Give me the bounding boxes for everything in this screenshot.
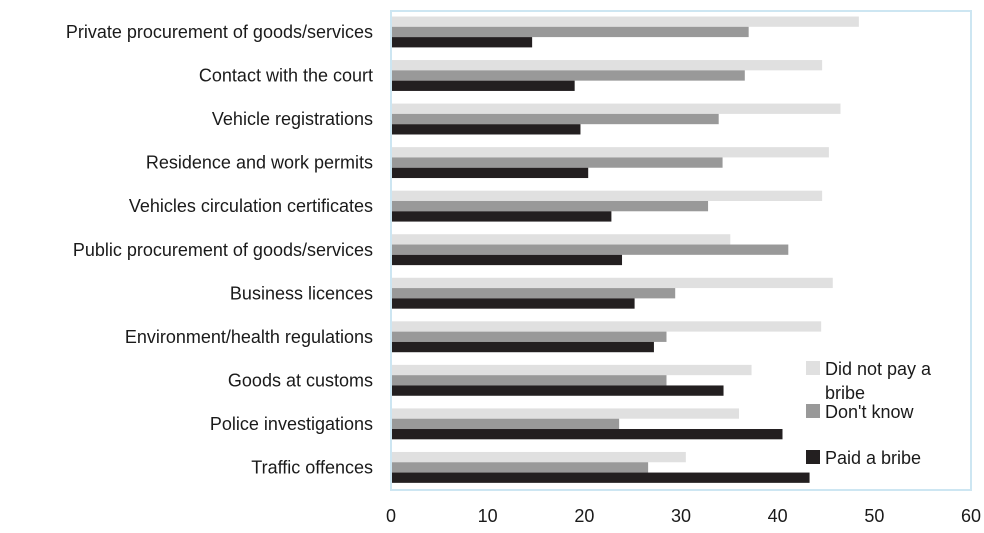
bar-don-t-know-public-procurement-of-goods-services [392,244,789,255]
legend-label: Paid a bribe [825,448,921,468]
bar-don-t-know-private-procurement-of-goods-services [392,26,749,38]
bar-did-not-pay-a-bribe-police-investigations [392,408,739,419]
bar-don-t-know-residence-and-work-permits [392,157,723,168]
category-label-contact-with-the-court: Contact with the court [199,66,373,86]
bar-paid-a-bribe-traffic-offences [392,472,810,483]
bar-did-not-pay-a-bribe-contact-with-the-court [392,60,823,71]
legend-swatch-did-not-pay-a-bribe [806,361,820,375]
category-label-public-procurement-of-goods-services: Public procurement of goods/services [73,240,373,260]
bar-paid-a-bribe-private-procurement-of-goods-services [392,37,533,48]
bar-paid-a-bribe-business-licences [392,298,635,309]
bars [392,16,859,483]
bar-paid-a-bribe-environment-health-regulations [392,341,654,353]
bar-don-t-know-contact-with-the-court [392,70,745,81]
bar-paid-a-bribe-goods-at-customs [392,385,724,396]
bar-paid-a-bribe-public-procurement-of-goods-services [392,254,623,266]
bar-did-not-pay-a-bribe-traffic-offences [392,451,686,463]
bar-don-t-know-environment-health-regulations [392,331,667,342]
x-tick-label-60: 60 [961,506,981,526]
x-tick-label-20: 20 [574,506,594,526]
bar-did-not-pay-a-bribe-vehicle-registrations [392,103,841,114]
x-tick-label-0: 0 [386,506,396,526]
legend-label: Don't know [825,402,914,422]
bar-did-not-pay-a-bribe-goods-at-customs [392,364,752,376]
bar-don-t-know-business-licences [392,288,676,299]
category-label-business-licences: Business licences [230,283,373,303]
bar-paid-a-bribe-contact-with-the-court [392,80,575,91]
x-tick-label-30: 30 [671,506,691,526]
bar-don-t-know-vehicle-registrations [392,113,719,125]
bar-don-t-know-goods-at-customs [392,375,667,386]
bar-did-not-pay-a-bribe-vehicles-circulation-certificates [392,190,823,201]
category-label-traffic-offences: Traffic offences [251,457,373,477]
bar-did-not-pay-a-bribe-environment-health-regulations [392,321,822,332]
category-label-vehicles-circulation-certificates: Vehicles circulation certificates [129,196,373,216]
bar-paid-a-bribe-residence-and-work-permits [392,167,589,179]
category-label-goods-at-customs: Goods at customs [228,370,373,390]
bar-paid-a-bribe-police-investigations [392,429,783,440]
bar-did-not-pay-a-bribe-business-licences [392,277,833,289]
category-labels: Private procurement of goods/services Con… [66,22,373,477]
x-axis-tick-labels: 0 10 20 30 40 50 60 [386,506,981,526]
legend-label: Did not pay a [825,359,932,379]
x-tick-label-40: 40 [768,506,788,526]
plot-area-frame [390,10,972,491]
category-label-private-procurement-of-goods-services: Private procurement of goods/services [66,22,373,42]
category-label-police-investigations: Police investigations [210,414,373,434]
bar-paid-a-bribe-vehicle-registrations [392,124,581,135]
x-tick-label-50: 50 [864,506,884,526]
category-label-environment-health-regulations: Environment/health regulations [125,327,373,347]
legend-swatch-don-t-know [806,404,820,418]
category-label-vehicle-registrations: Vehicle registrations [212,109,373,129]
bar-did-not-pay-a-bribe-public-procurement-of-goods-services [392,234,731,245]
bar-don-t-know-police-investigations [392,418,620,430]
legend-swatch-paid-a-bribe [806,450,820,464]
bar-did-not-pay-a-bribe-residence-and-work-permits [392,147,829,158]
bar-paid-a-bribe-vehicles-circulation-certificates [392,211,612,222]
legend-label-line2: bribe [825,383,865,403]
bar-did-not-pay-a-bribe-private-procurement-of-goods-services [392,16,859,27]
bar-don-t-know-traffic-offences [392,462,649,473]
bar-don-t-know-vehicles-circulation-certificates [392,200,709,212]
category-label-residence-and-work-permits: Residence and work permits [146,153,373,173]
x-tick-label-10: 10 [478,506,498,526]
